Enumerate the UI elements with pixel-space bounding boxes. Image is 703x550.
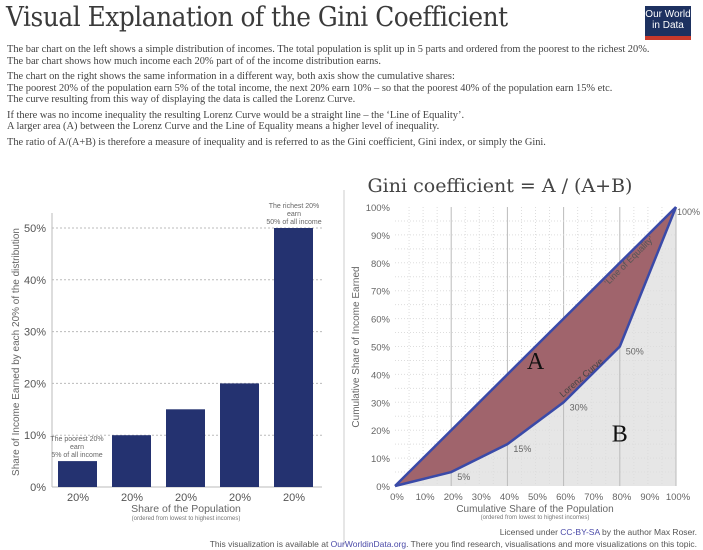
- x-axis-sublabel: (ordered from lowest to highest incomes): [481, 515, 590, 521]
- bar: [58, 461, 97, 487]
- bar: [166, 409, 205, 487]
- y-tick-label: 20%: [24, 378, 46, 390]
- y-tick-label: 30%: [24, 327, 46, 339]
- avail-pre: This visualization is available at: [209, 539, 331, 549]
- bar: [112, 435, 151, 487]
- license-post: by the author Max Roser.: [599, 527, 697, 537]
- x-tick-label: 10%: [416, 492, 436, 503]
- x-tick-label: 20%: [121, 492, 143, 504]
- x-axis-label: Share of the Population: [131, 503, 241, 515]
- x-tick-label: 0%: [390, 492, 404, 503]
- x-tick-label: 50%: [528, 492, 548, 503]
- x-tick-label: 30%: [472, 492, 492, 503]
- bar-annotation: 5% of all income: [51, 452, 102, 459]
- y-tick-label: 50%: [24, 223, 46, 235]
- point-label: 30%: [570, 402, 588, 412]
- y-axis-label: Share of Income Earned by each 20% of th…: [11, 228, 22, 476]
- point-label: 50%: [626, 347, 644, 357]
- description-line: If there was no income inequality the re…: [7, 109, 465, 121]
- x-tick-label: 70%: [584, 492, 604, 503]
- x-tick-label: 60%: [556, 492, 576, 503]
- logo-line2: in Data: [652, 20, 684, 31]
- x-tick-label: 20%: [444, 492, 464, 503]
- y-tick-label: 10%: [371, 454, 391, 465]
- x-tick-label: 100%: [666, 492, 691, 503]
- lorenz-curve: [394, 206, 678, 488]
- point-label: 15%: [513, 444, 531, 454]
- owid-logo[interactable]: Our World in Data: [645, 6, 691, 40]
- y-tick-label: 30%: [371, 398, 391, 409]
- description-line: The ratio of A/(A+B) is therefore a meas…: [7, 136, 546, 148]
- y-tick-label: 50%: [371, 343, 391, 354]
- area-a-label: A: [527, 349, 545, 375]
- x-tick-label: 20%: [67, 492, 89, 504]
- bar-annotation: 50% of all income: [266, 219, 321, 226]
- y-tick-label: 0%: [376, 482, 390, 493]
- description-line: The poorest 20% of the population earn 5…: [7, 82, 613, 94]
- avail-post: . There you find research, visualisation…: [406, 539, 697, 549]
- y-tick-label: 10%: [24, 430, 46, 442]
- y-tick-label: 90%: [371, 231, 391, 242]
- x-tick-label: 20%: [229, 492, 251, 504]
- y-tick-label: 80%: [371, 259, 391, 270]
- description-line: The curve resulting from this way of dis…: [7, 94, 356, 105]
- point-label: 5%: [457, 472, 470, 482]
- x-tick-label: 20%: [283, 492, 305, 504]
- logo-line1: Our World: [645, 9, 691, 20]
- y-tick-label: 100%: [366, 203, 391, 214]
- x-axis-sublabel: (ordered from lowest to highest incomes): [132, 516, 241, 522]
- bar-annotation: The poorest 20%: [50, 436, 103, 443]
- x-tick-label: 90%: [640, 492, 660, 503]
- description-line: A larger area (A) between the Lorenz Cur…: [7, 121, 440, 132]
- x-tick-label: 80%: [612, 492, 632, 503]
- chart-title: Gini coefficient = A / (A+B): [368, 175, 633, 197]
- description-line: The bar chart on the left shows a simple…: [7, 44, 650, 55]
- x-axis-label: Cumulative Share of the Population: [456, 504, 613, 515]
- bar-annotation: earn: [70, 444, 84, 451]
- x-tick-label: 20%: [175, 492, 197, 504]
- availability-line: This visualization is available at OurWo…: [210, 539, 697, 549]
- y-tick-label: 20%: [371, 426, 391, 437]
- y-axis-label: Cumulative Share of Income Earned: [351, 266, 362, 427]
- line-of-equality: [394, 206, 677, 487]
- bar: [220, 383, 259, 487]
- bar-annotation: The richest 20%: [269, 203, 320, 210]
- license-pre: Licensed under: [499, 527, 561, 537]
- description: The bar chart on the left shows a simple…: [7, 44, 702, 152]
- x-tick-label: 40%: [500, 492, 520, 503]
- y-tick-label: 70%: [371, 287, 391, 298]
- description-line: The bar chart shows how much income each…: [7, 55, 381, 67]
- license-line: Licensed under CC-BY-SA by the author Ma…: [500, 527, 697, 537]
- y-tick-label: 0%: [30, 482, 46, 494]
- y-tick-label: 40%: [24, 275, 46, 287]
- area-b-label: B: [612, 421, 628, 447]
- y-tick-label: 60%: [371, 315, 391, 326]
- license-link[interactable]: CC-BY-SA: [560, 527, 600, 537]
- bar: [274, 228, 313, 487]
- bar-annotation: earn: [287, 211, 301, 218]
- owid-link[interactable]: OurWorldinData.org: [330, 539, 407, 549]
- point-label: 100%: [677, 207, 700, 217]
- page-title: Visual Explanation of the Gini Coefficie…: [6, 2, 508, 33]
- description-line: The chart on the right shows the same in…: [7, 71, 455, 82]
- y-tick-label: 40%: [371, 370, 391, 381]
